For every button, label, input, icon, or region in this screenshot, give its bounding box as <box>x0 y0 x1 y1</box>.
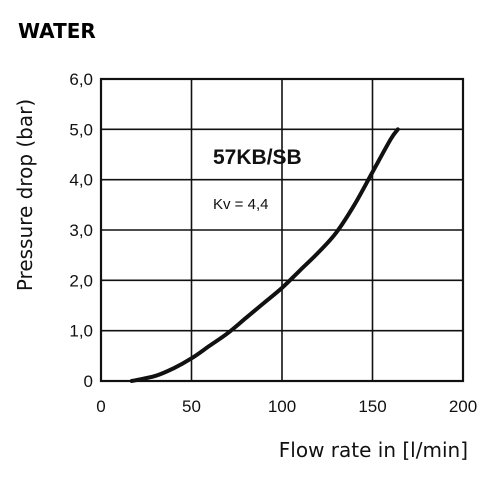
y-tick-label-1: 1,0 <box>69 322 93 341</box>
kv-annotation: Kv = 4,4 <box>213 196 268 213</box>
y-tick-label-5: 5,0 <box>69 120 93 139</box>
x-tick-label-0: 0 <box>96 397 105 416</box>
x-tick-label-2: 100 <box>268 397 296 416</box>
y-tick-label-6: 6,0 <box>69 70 93 89</box>
series-lines <box>129 127 400 383</box>
y-axis-label: Pressure drop (bar) <box>13 99 37 291</box>
x-tick-label-1: 50 <box>182 397 201 416</box>
x-tick-label-4: 200 <box>449 397 477 416</box>
chart-title: WATER <box>18 19 96 43</box>
y-tick-label-3: 3,0 <box>69 221 93 240</box>
grid-lines <box>101 79 463 381</box>
x-axis-label: Flow rate in [l/min] <box>279 438 468 462</box>
tick-labels: 0 50 100 150 200 0 1,0 2,0 3,0 4,0 5,0 6,0 <box>69 70 477 416</box>
y-tick-label-4: 4,0 <box>69 171 93 190</box>
y-tick-label-2: 2,0 <box>69 271 93 290</box>
series-annotation: 57KB/SB <box>213 146 302 169</box>
y-tick-label-0: 0 <box>84 372 93 391</box>
x-tick-label-3: 150 <box>358 397 386 416</box>
plot-frame <box>99 77 465 383</box>
series-line-0 <box>129 127 400 383</box>
